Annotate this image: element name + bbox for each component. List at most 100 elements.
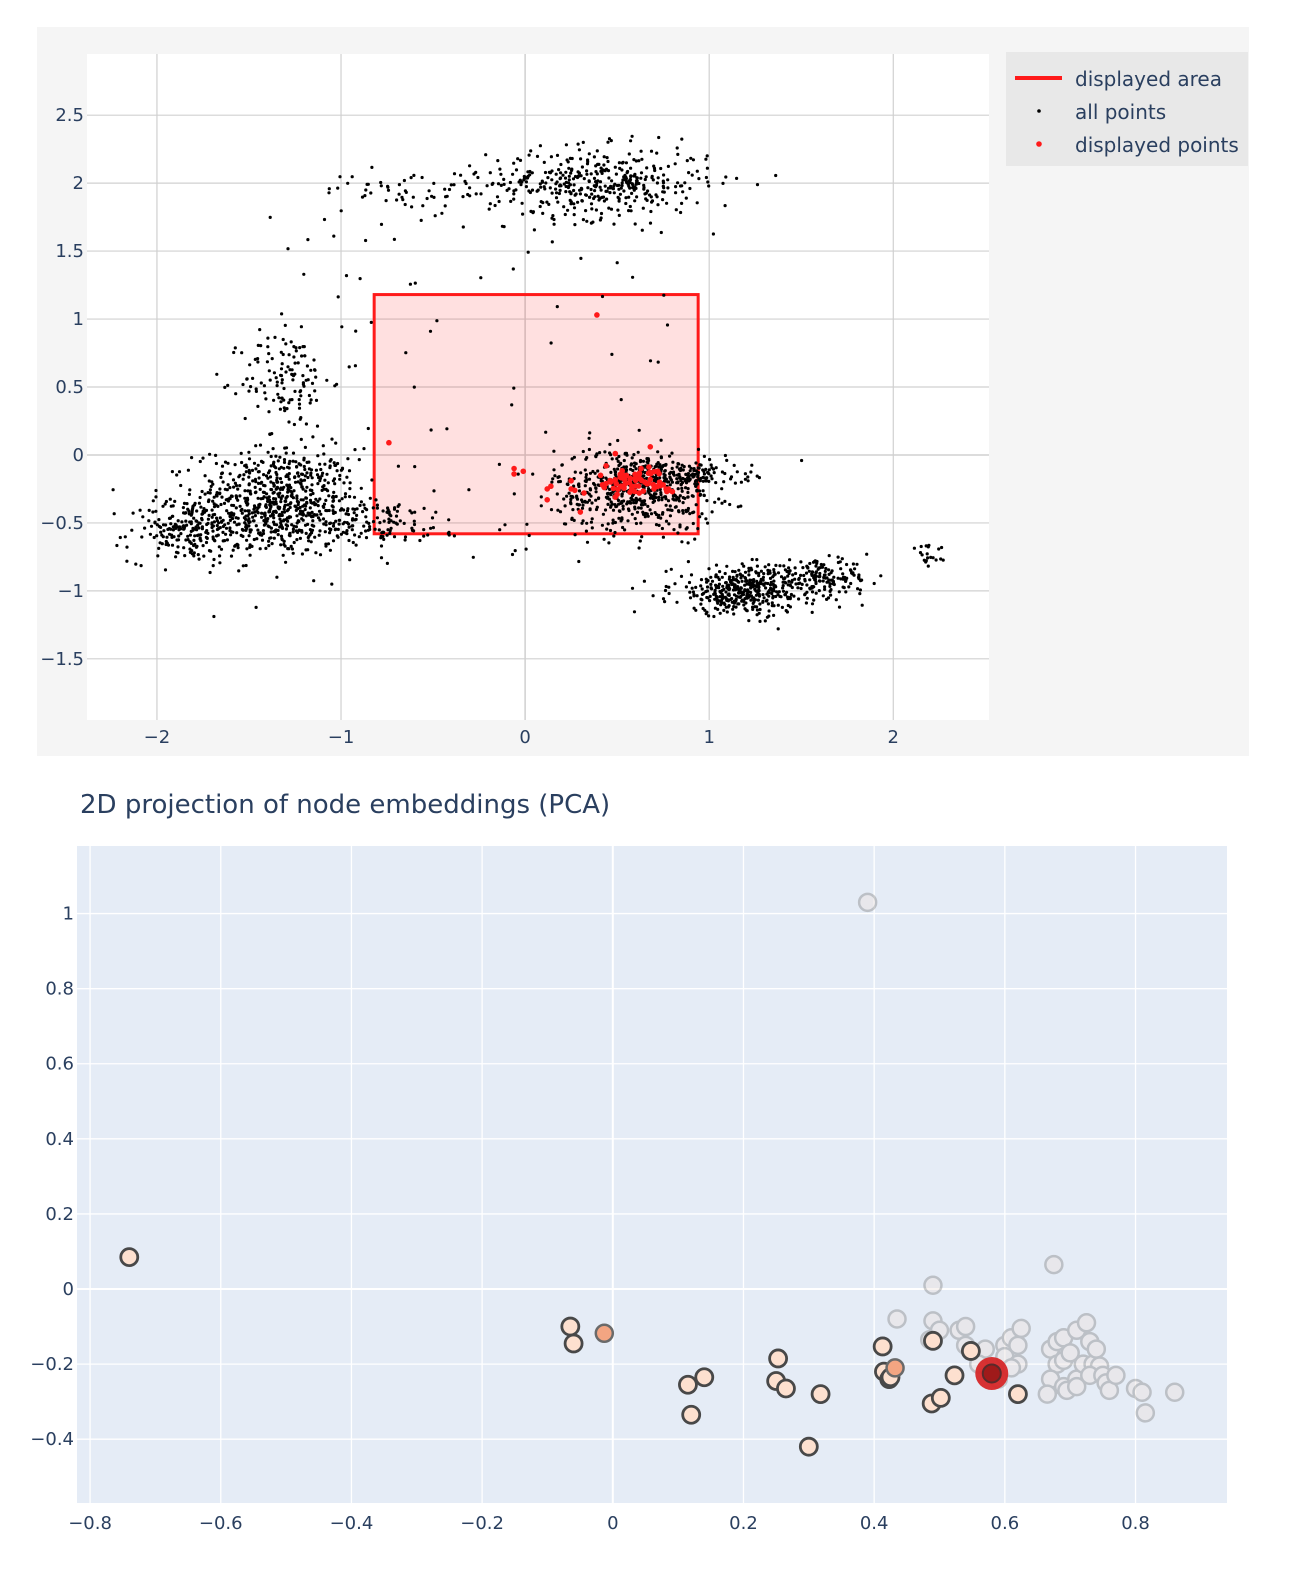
displayed-point[interactable]	[612, 477, 618, 483]
displayed-point[interactable]	[603, 480, 609, 487]
displayed-point[interactable]	[640, 488, 647, 494]
displayed-point[interactable]	[614, 491, 620, 498]
displayed-point[interactable]	[618, 475, 625, 481]
neighbor-point[interactable]	[944, 1365, 965, 1386]
faded-point[interactable]	[1089, 1356, 1110, 1376]
strong-point[interactable]	[885, 1358, 905, 1378]
displayed-point[interactable]	[511, 471, 517, 477]
faded-point[interactable]	[1106, 1365, 1126, 1386]
displayed-point[interactable]	[568, 477, 574, 484]
displayed-point[interactable]	[511, 465, 517, 472]
faded-point[interactable]	[1053, 1350, 1074, 1371]
displayed-point[interactable]	[386, 439, 392, 446]
displayed-point[interactable]	[632, 477, 639, 484]
neighbor-point[interactable]	[776, 1378, 796, 1399]
displayed-point[interactable]	[638, 465, 644, 472]
displayed-point[interactable]	[577, 509, 584, 515]
displayed-point[interactable]	[572, 487, 578, 494]
neighbor-point[interactable]	[872, 1336, 893, 1357]
displayed-point[interactable]	[637, 476, 643, 482]
faded-point[interactable]	[1164, 1382, 1185, 1402]
displayed-point[interactable]	[597, 472, 604, 479]
neighbor-point[interactable]	[119, 1247, 140, 1267]
faded-point[interactable]	[1053, 1328, 1074, 1348]
neighbor-point[interactable]	[798, 1436, 819, 1457]
displayed-point[interactable]	[626, 479, 633, 486]
displayed-point[interactable]	[650, 481, 656, 488]
legend-entry[interactable]: displayed points	[1075, 133, 1239, 157]
faded-point[interactable]	[1057, 1380, 1077, 1401]
faded-point[interactable]	[1086, 1339, 1107, 1359]
faded-point[interactable]	[1080, 1331, 1100, 1352]
displayed-point[interactable]	[647, 444, 654, 450]
displayed-point[interactable]	[665, 486, 672, 492]
faded-point[interactable]	[1060, 1343, 1080, 1363]
displayed-point[interactable]	[631, 488, 638, 495]
faded-point[interactable]	[1008, 1335, 1028, 1356]
displayed-point[interactable]	[636, 471, 642, 478]
displayed-point[interactable]	[615, 486, 621, 493]
faded-point[interactable]	[1066, 1369, 1087, 1389]
faded-point[interactable]	[955, 1316, 976, 1337]
faded-point[interactable]	[1099, 1380, 1120, 1401]
faded-point[interactable]	[1047, 1354, 1067, 1374]
faded-point[interactable]	[1066, 1376, 1087, 1397]
displayed-point[interactable]	[612, 450, 619, 457]
displayed-point[interactable]	[544, 497, 551, 503]
displayed-point[interactable]	[645, 480, 652, 487]
faded-point[interactable]	[1053, 1376, 1074, 1397]
faded-point[interactable]	[949, 1320, 969, 1341]
faded-point[interactable]	[1066, 1320, 1087, 1341]
faded-point[interactable]	[1080, 1365, 1100, 1386]
faded-point[interactable]	[1047, 1331, 1067, 1352]
neighbor-point[interactable]	[694, 1367, 715, 1388]
faded-point[interactable]	[1001, 1328, 1022, 1348]
strong-point[interactable]	[594, 1323, 615, 1344]
neighbor-point[interactable]	[678, 1374, 698, 1395]
neighbor-point[interactable]	[560, 1316, 581, 1337]
displayed-point[interactable]	[647, 470, 654, 477]
faded-point[interactable]	[1093, 1365, 1113, 1386]
faded-point[interactable]	[995, 1335, 1015, 1356]
neighbor-point[interactable]	[810, 1384, 831, 1405]
legend-entry[interactable]: all points	[1075, 100, 1166, 124]
neighbor-point[interactable]	[768, 1348, 789, 1369]
displayed-point[interactable]	[627, 475, 634, 482]
neighbor-point[interactable]	[923, 1330, 943, 1351]
displayed-point[interactable]	[627, 489, 633, 496]
displayed-point[interactable]	[581, 490, 587, 496]
displayed-point[interactable]	[594, 312, 600, 318]
faded-point[interactable]	[1135, 1403, 1156, 1423]
faded-point[interactable]	[1076, 1313, 1097, 1333]
faded-point[interactable]	[1008, 1354, 1028, 1374]
faded-point[interactable]	[1040, 1369, 1061, 1389]
faded-point[interactable]	[857, 892, 878, 913]
faded-point[interactable]	[1125, 1378, 1146, 1399]
legend-entry[interactable]: displayed area	[1075, 67, 1222, 91]
neighbor-point[interactable]	[681, 1404, 702, 1425]
displayed-point[interactable]	[610, 485, 617, 492]
neighbor-point[interactable]	[563, 1333, 584, 1354]
displayed-point[interactable]	[654, 483, 661, 490]
faded-point[interactable]	[1073, 1354, 1093, 1374]
displayed-point[interactable]	[622, 481, 628, 487]
faded-point[interactable]	[1011, 1318, 1031, 1339]
displayed-point[interactable]	[656, 470, 662, 477]
faded-point[interactable]	[1044, 1254, 1064, 1275]
faded-point[interactable]	[1037, 1384, 1058, 1404]
displayed-point[interactable]	[632, 471, 638, 478]
neighbor-point[interactable]	[930, 1387, 951, 1408]
displayed-point[interactable]	[520, 468, 527, 475]
faded-point[interactable]	[1096, 1373, 1116, 1393]
faded-point[interactable]	[1040, 1339, 1061, 1359]
faded-point[interactable]	[1083, 1354, 1103, 1374]
displayed-point[interactable]	[607, 479, 614, 485]
neighbor-point[interactable]	[960, 1341, 981, 1361]
displayed-point[interactable]	[635, 483, 642, 489]
displayed-point[interactable]	[548, 483, 554, 490]
displayed-point[interactable]	[603, 463, 609, 469]
neighbor-point[interactable]	[1008, 1384, 1028, 1405]
faded-point[interactable]	[887, 1309, 907, 1329]
faded-point[interactable]	[1132, 1382, 1152, 1402]
faded-point[interactable]	[923, 1275, 943, 1296]
